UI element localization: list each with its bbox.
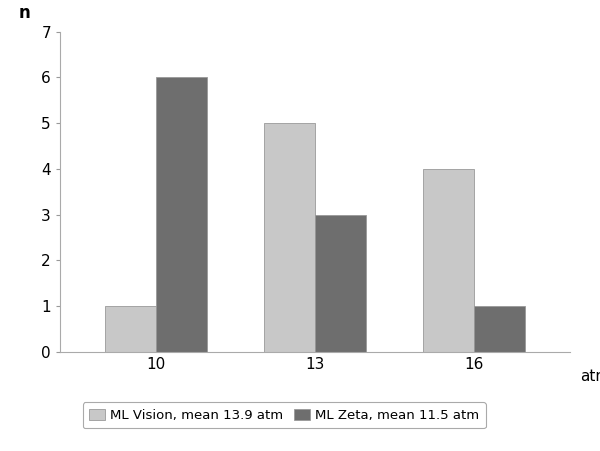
Legend: ML Vision, mean 13.9 atm, ML Zeta, mean 11.5 atm: ML Vision, mean 13.9 atm, ML Zeta, mean … bbox=[83, 402, 486, 428]
Bar bbox=[155, 77, 206, 352]
Bar bbox=[424, 169, 475, 352]
X-axis label: atm: atm bbox=[580, 369, 600, 384]
Bar bbox=[475, 306, 526, 352]
Y-axis label: n: n bbox=[19, 4, 30, 22]
Bar bbox=[315, 215, 366, 352]
Bar bbox=[104, 306, 155, 352]
Bar bbox=[264, 123, 315, 352]
